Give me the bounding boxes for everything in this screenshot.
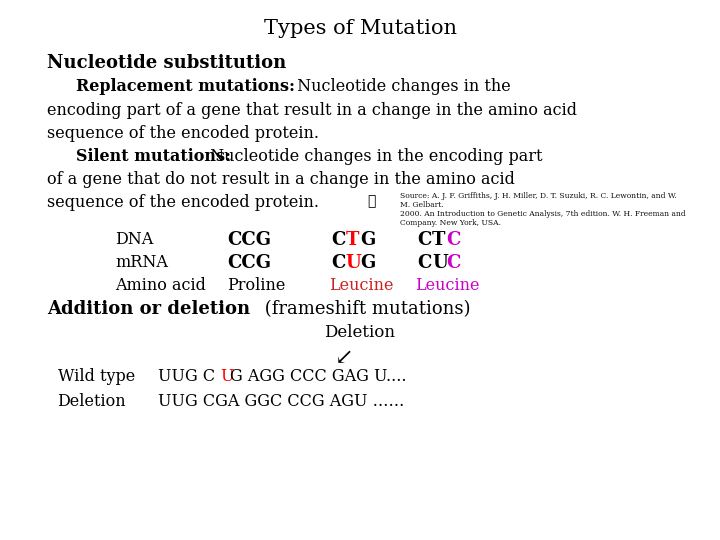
Text: C: C <box>418 231 432 248</box>
Text: G: G <box>360 254 375 272</box>
Text: Nucleotide changes in the encoding part: Nucleotide changes in the encoding part <box>205 148 543 165</box>
Text: G: G <box>360 231 375 248</box>
Text: ↙: ↙ <box>335 347 354 369</box>
Text: CCG: CCG <box>227 254 271 272</box>
Text: UUG CGA GGC CCG AGU ……: UUG CGA GGC CCG AGU …… <box>158 393 405 410</box>
Text: Amino acid: Amino acid <box>115 277 206 294</box>
Text: T: T <box>432 231 446 248</box>
Text: U: U <box>346 254 361 272</box>
Text: C: C <box>331 231 346 248</box>
Text: Proline: Proline <box>227 277 285 294</box>
Text: CCG: CCG <box>227 231 271 248</box>
Text: Deletion: Deletion <box>325 324 395 341</box>
Text: Leucine: Leucine <box>329 277 394 294</box>
Text: UUG C: UUG C <box>158 368 215 385</box>
Text: C: C <box>446 231 461 248</box>
Text: C: C <box>331 254 346 272</box>
Text: Replacement mutations:: Replacement mutations: <box>76 78 294 95</box>
Text: T: T <box>346 231 359 248</box>
Text: sequence of the encoded protein.: sequence of the encoded protein. <box>47 194 319 211</box>
Text: Wild type: Wild type <box>58 368 135 385</box>
Text: G AGG CCC GAG U....: G AGG CCC GAG U.... <box>230 368 406 385</box>
Text: Source: A. J. F. Griffiths, J. H. Miller, D. T. Suzuki, R. C. Lewontin, and W.
M: Source: A. J. F. Griffiths, J. H. Miller… <box>400 192 685 227</box>
Text: C: C <box>446 254 461 272</box>
Text: Deletion: Deletion <box>58 393 126 410</box>
Text: sequence of the encoded protein.: sequence of the encoded protein. <box>47 125 319 141</box>
Text: of a gene that do not result in a change in the amino acid: of a gene that do not result in a change… <box>47 171 515 188</box>
Text: Addition or deletion: Addition or deletion <box>47 300 250 318</box>
Text: U: U <box>432 254 448 272</box>
Text: Nucleotide changes in the: Nucleotide changes in the <box>292 78 510 95</box>
Text: 📖: 📖 <box>367 194 376 208</box>
Text: (frameshift mutations): (frameshift mutations) <box>259 300 471 318</box>
Text: Leucine: Leucine <box>415 277 480 294</box>
Text: Silent mutations:: Silent mutations: <box>76 148 230 165</box>
Text: C: C <box>418 254 432 272</box>
Text: encoding part of a gene that result in a change in the amino acid: encoding part of a gene that result in a… <box>47 102 577 118</box>
Text: U: U <box>220 368 234 385</box>
Text: Types of Mutation: Types of Mutation <box>264 19 456 38</box>
Text: Nucleotide substitution: Nucleotide substitution <box>47 54 286 72</box>
Text: mRNA: mRNA <box>115 254 168 271</box>
Text: DNA: DNA <box>115 231 153 247</box>
